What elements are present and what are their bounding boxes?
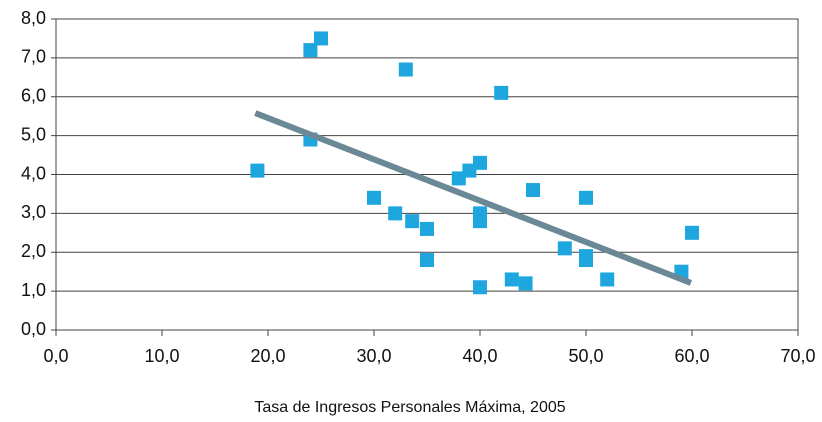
point [462, 163, 477, 178]
plot-border [55, 18, 799, 331]
point [420, 253, 434, 268]
x-tick-label: 50,0 [568, 346, 603, 366]
point [405, 214, 420, 229]
point [388, 206, 403, 221]
trend-line [254, 110, 693, 286]
point [504, 272, 519, 287]
y-tick-label: 1,0 [21, 280, 46, 300]
y-tick-label: 8,0 [21, 8, 46, 28]
point [685, 225, 699, 240]
point [420, 221, 434, 236]
point [451, 171, 466, 186]
y-tick-label: 6,0 [21, 86, 46, 106]
point [473, 155, 487, 170]
point [579, 253, 593, 268]
point [526, 183, 540, 198]
y-tick-label: 3,0 [21, 202, 46, 222]
point [600, 272, 615, 287]
x-tick-label: 60,0 [674, 346, 709, 366]
y-tick-label: 0,0 [21, 319, 46, 339]
point [398, 62, 413, 77]
point [367, 190, 381, 205]
x-tick-label: 10,0 [144, 346, 179, 366]
point [303, 43, 318, 58]
point [518, 276, 533, 291]
x-tick-label: 40,0 [462, 346, 497, 366]
point [494, 85, 509, 100]
point [473, 214, 487, 229]
y-tick-label: 7,0 [21, 47, 46, 67]
point [250, 163, 265, 178]
x-tick-label: 20,0 [250, 346, 285, 366]
y-tick-label: 2,0 [21, 241, 46, 261]
x-tick-label: 0,0 [43, 346, 68, 366]
point [579, 190, 593, 205]
x-tick-label: 70,0 [780, 346, 815, 366]
x-tick-label: 30,0 [356, 346, 391, 366]
point [314, 31, 328, 46]
point [557, 241, 572, 256]
y-tick-label: 5,0 [21, 124, 46, 144]
y-tick-label: 4,0 [21, 163, 46, 183]
x-axis-label: Tasa de Ingresos Personales Máxima, 2005 [254, 399, 565, 416]
point [473, 280, 487, 295]
